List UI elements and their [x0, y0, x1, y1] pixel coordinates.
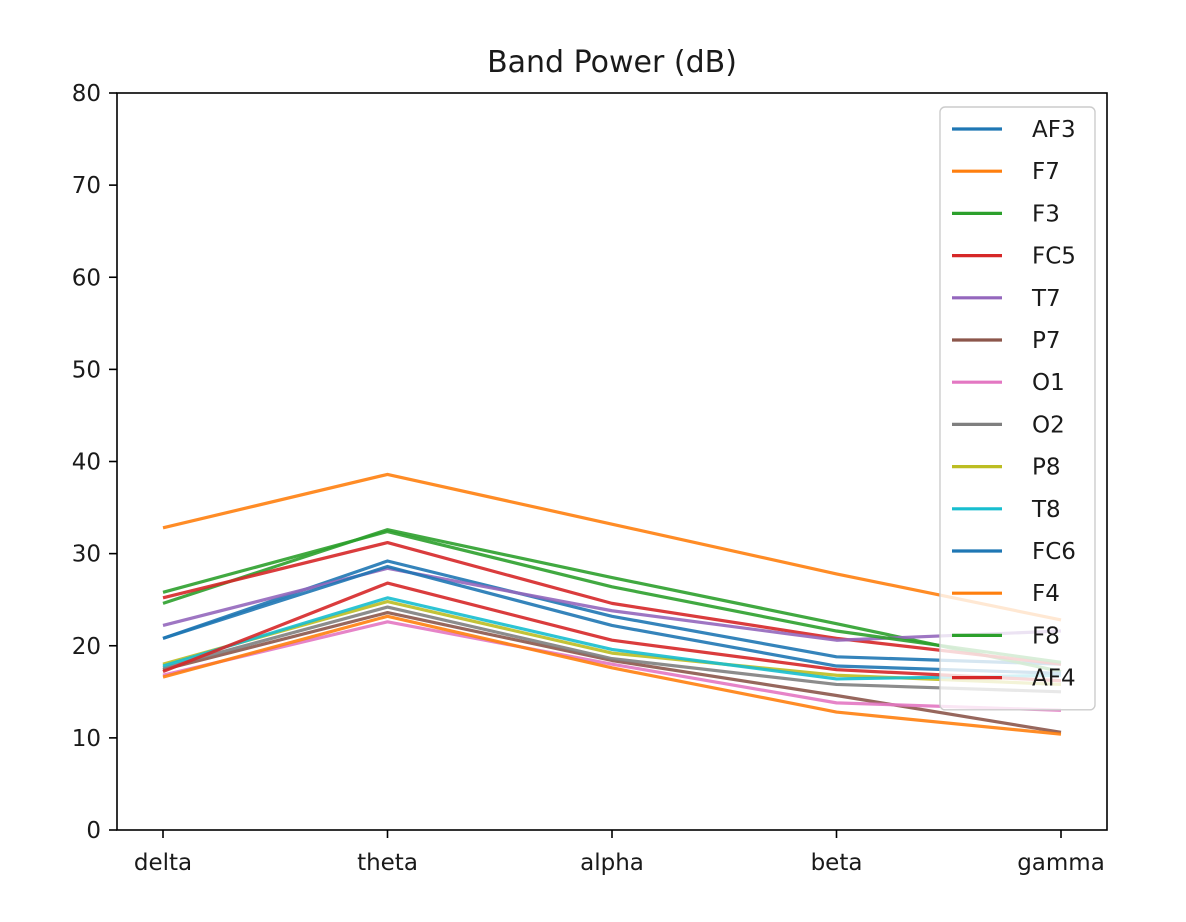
legend-label: F3 [1032, 201, 1060, 227]
legend-label: F4 [1032, 581, 1060, 607]
series-line-p7 [162, 610, 1062, 734]
plot-area: 0 10 20 30 40 50 60 70 80 delta theta alpha beta gamm… [72, 81, 1108, 876]
legend-label: AF3 [1032, 117, 1076, 143]
x-tick-label: delta [134, 850, 192, 876]
legend-label: FC6 [1032, 539, 1076, 565]
legend-box [939, 106, 1096, 711]
y-tick-label: 80 [72, 81, 101, 107]
series-line-o2 [162, 605, 1062, 694]
legend-label: FC5 [1032, 244, 1076, 270]
series-line-o1 [162, 620, 1062, 712]
series-line-af4 [162, 581, 1062, 683]
legend-label: AF4 [1032, 666, 1076, 692]
y-tick-label: 70 [72, 173, 101, 199]
series-line-f4 [162, 614, 1062, 736]
series-line-t7 [162, 566, 1062, 642]
y-tick-label: 0 [86, 818, 101, 844]
legend: AF3 F7 F3 FC5 T7 P7 O1 O2 P8 T8 FC6 F4 F8 AF4 [939, 106, 1096, 711]
legend-label: P8 [1032, 455, 1061, 481]
legend-label: O1 [1032, 370, 1065, 396]
legend-label: T7 [1031, 286, 1061, 312]
x-tick-label: beta [811, 850, 863, 876]
y-tick-label: 10 [72, 726, 101, 752]
y-tick-label: 20 [72, 634, 101, 660]
y-tick-label: 30 [72, 542, 101, 568]
y-tick-label: 60 [72, 265, 101, 291]
legend-label: T8 [1031, 497, 1061, 523]
legend-label: P7 [1032, 328, 1061, 354]
y-tick-label: 50 [72, 357, 101, 383]
legend-label: F7 [1032, 159, 1060, 185]
x-tick-label: gamma [1017, 850, 1105, 876]
series-line-f8 [162, 529, 1062, 664]
series-line-f7 [162, 472, 1062, 622]
x-tick-label: alpha [580, 850, 644, 876]
chart-title: Band Power (dB) [487, 45, 737, 80]
y-tick-label: 40 [72, 450, 101, 476]
legend-label: F8 [1032, 623, 1060, 649]
legend-label: O2 [1032, 412, 1065, 438]
series-line-f3 [162, 528, 1062, 674]
series-line-fc5 [162, 540, 1062, 666]
series-line-t8 [162, 596, 1062, 681]
x-tick-label: theta [357, 850, 418, 876]
series-line-fc6 [162, 564, 1062, 675]
